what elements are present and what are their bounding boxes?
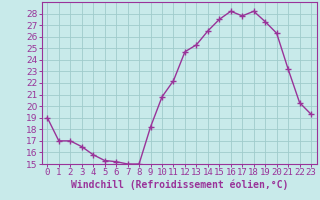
X-axis label: Windchill (Refroidissement éolien,°C): Windchill (Refroidissement éolien,°C) — [70, 180, 288, 190]
